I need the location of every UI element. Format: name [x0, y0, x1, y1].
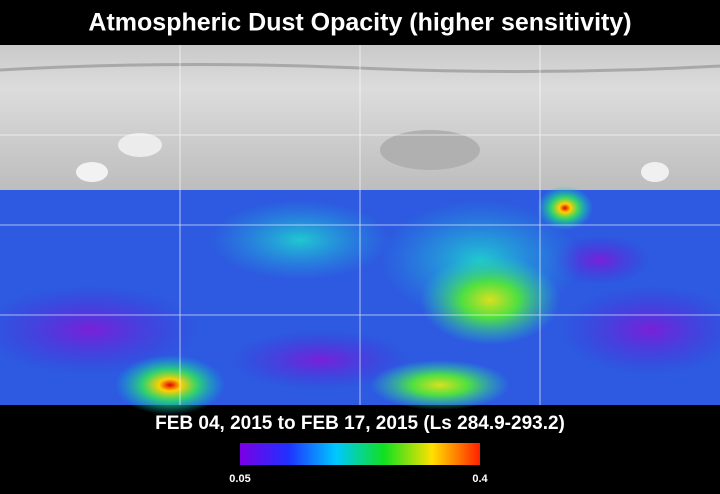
- colorbar: [240, 443, 480, 465]
- date-range: FEB 04, 2015 to FEB 17, 2015 (Ls 284.9-2…: [155, 413, 565, 434]
- map: [0, 45, 720, 415]
- colorbar-max-label: 0.4: [472, 473, 488, 485]
- title: Atmospheric Dust Opacity (higher sensiti…: [88, 9, 631, 37]
- colorbar-min-label: 0.05: [229, 473, 250, 485]
